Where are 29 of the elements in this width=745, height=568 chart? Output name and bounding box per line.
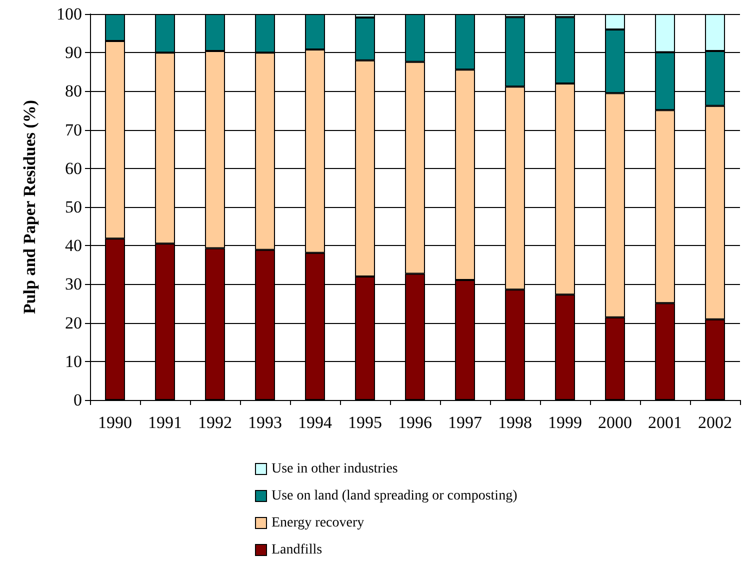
x-tick-label: 2002 [698, 413, 732, 432]
y-tick-label: 100 [56, 4, 82, 24]
x-tick-label: 1997 [448, 413, 482, 432]
y-tick-label: 30 [65, 274, 82, 294]
y-axis-title: Pulp and Paper Residues (%) [20, 100, 39, 314]
y-tick-label: 80 [65, 82, 82, 101]
x-tick-label: 1999 [548, 413, 582, 432]
legend-label: Use in other industries [272, 462, 398, 476]
x-tick-label: 2000 [598, 413, 632, 432]
y-tick-label: 20 [65, 313, 82, 332]
x-tick-label: 1995 [348, 413, 382, 432]
legend-label: Use on land (land spreading or composting) [272, 488, 518, 504]
y-tick-label: 10 [65, 352, 82, 371]
y-tick-label: 0 [74, 390, 82, 410]
x-tick-label: 2001 [648, 413, 682, 432]
y-tick-label: 40 [65, 236, 82, 256]
x-tick-label: 1990 [98, 413, 132, 432]
y-tick-label: 90 [65, 43, 82, 62]
y-tick-label: 60 [65, 158, 82, 178]
x-tick-label: 1993 [248, 413, 282, 432]
x-tick-label: 1994 [298, 413, 332, 432]
legend-label: Energy recovery [272, 516, 364, 530]
legend-label: Landfills [272, 542, 322, 558]
x-tick-label: 1996 [398, 413, 432, 432]
x-tick-label: 1991 [148, 413, 182, 432]
y-tick-label: 70 [65, 120, 82, 140]
y-tick-label: 50 [65, 198, 82, 216]
x-tick-label: 1992 [198, 413, 232, 432]
x-tick-label: 1998 [498, 413, 532, 432]
